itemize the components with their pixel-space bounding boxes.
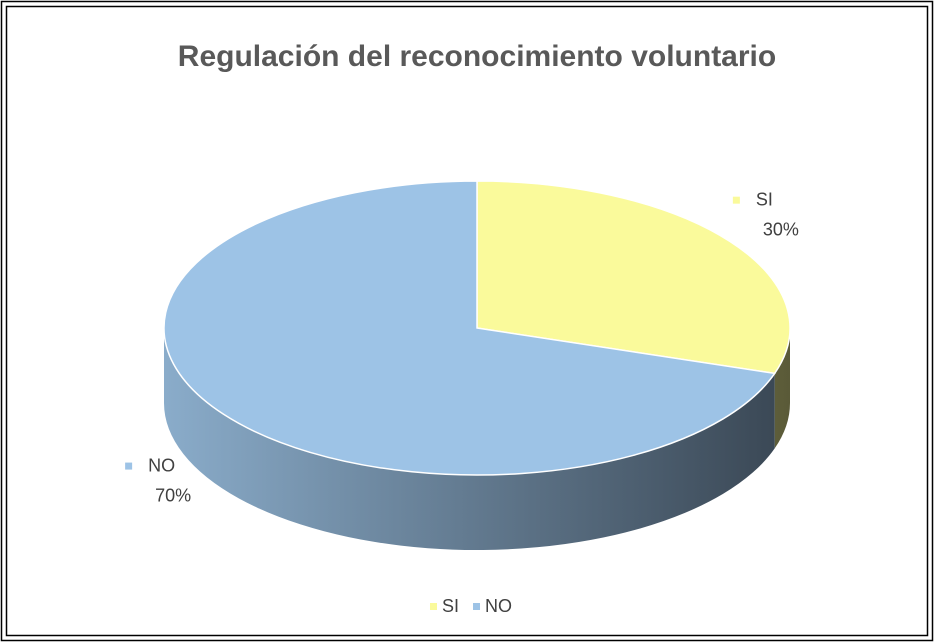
chart-title: Regulación del reconocimiento voluntario <box>178 40 776 73</box>
legend-marker <box>430 603 437 610</box>
slice <box>476 180 791 375</box>
data-label-name: SI <box>756 189 773 209</box>
slice-side <box>774 328 790 449</box>
data-label-value: 30% <box>763 219 799 239</box>
data-label-marker <box>732 196 740 204</box>
slice <box>163 180 776 476</box>
inner-border <box>5 5 929 637</box>
legend-marker <box>473 603 481 610</box>
data-label-name: NO <box>148 455 175 475</box>
data-label-value: 70% <box>155 485 191 505</box>
legend-label: SI <box>442 596 459 616</box>
slice-side <box>164 328 775 550</box>
legend-label: NO <box>485 596 512 616</box>
data-label-marker <box>125 462 133 470</box>
